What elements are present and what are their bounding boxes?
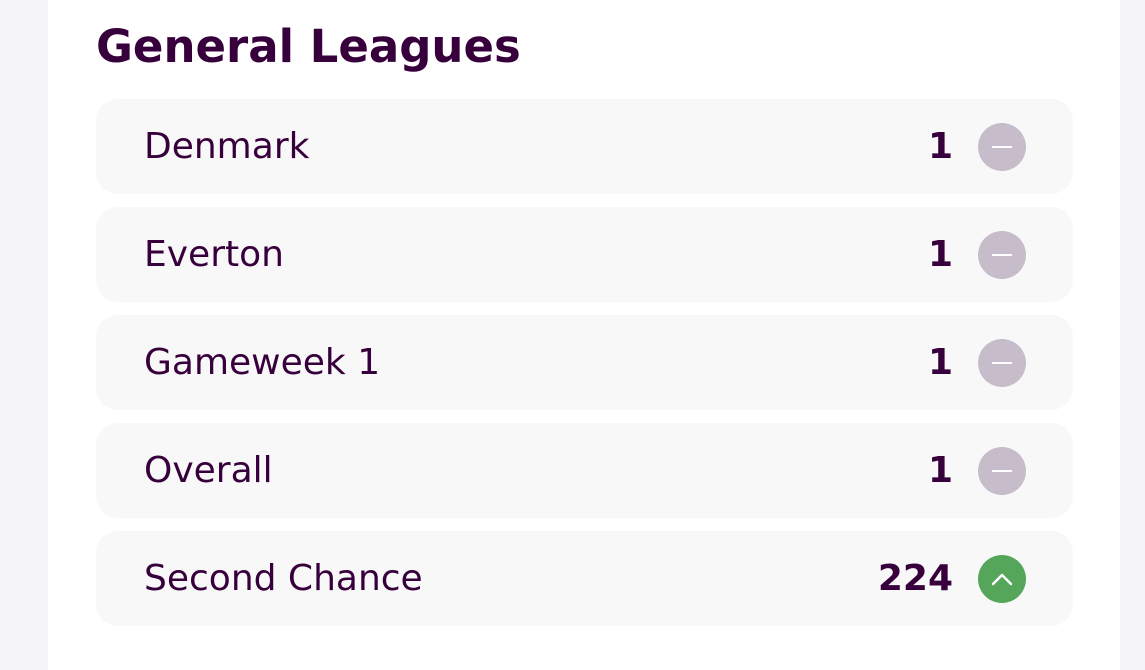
league-name: Overall: [144, 450, 273, 491]
league-rank: 1: [927, 450, 953, 491]
league-row-overall[interactable]: Overall 1: [96, 423, 1073, 518]
league-row-second-chance[interactable]: Second Chance 224: [96, 531, 1073, 626]
league-rank: 1: [927, 126, 953, 167]
dash-icon: [978, 231, 1026, 279]
league-list: Denmark 1 Everton 1 Gameweek 1 1 Overall…: [96, 99, 1073, 639]
section-title: General Leagues: [96, 20, 521, 73]
league-name: Everton: [144, 234, 284, 275]
dash-icon: [978, 447, 1026, 495]
league-row-gameweek-1[interactable]: Gameweek 1 1: [96, 315, 1073, 410]
league-row-denmark[interactable]: Denmark 1: [96, 99, 1073, 194]
dash-icon: [978, 123, 1026, 171]
dash-icon: [978, 339, 1026, 387]
league-row-everton[interactable]: Everton 1: [96, 207, 1073, 302]
leagues-panel: General Leagues Denmark 1 Everton 1 Game…: [48, 0, 1120, 670]
chevron-up-icon: [978, 555, 1026, 603]
league-name: Gameweek 1: [144, 342, 381, 383]
league-name: Second Chance: [144, 558, 423, 599]
league-name: Denmark: [144, 126, 310, 167]
league-rank: 224: [877, 558, 953, 599]
league-rank: 1: [927, 234, 953, 275]
league-rank: 1: [927, 342, 953, 383]
